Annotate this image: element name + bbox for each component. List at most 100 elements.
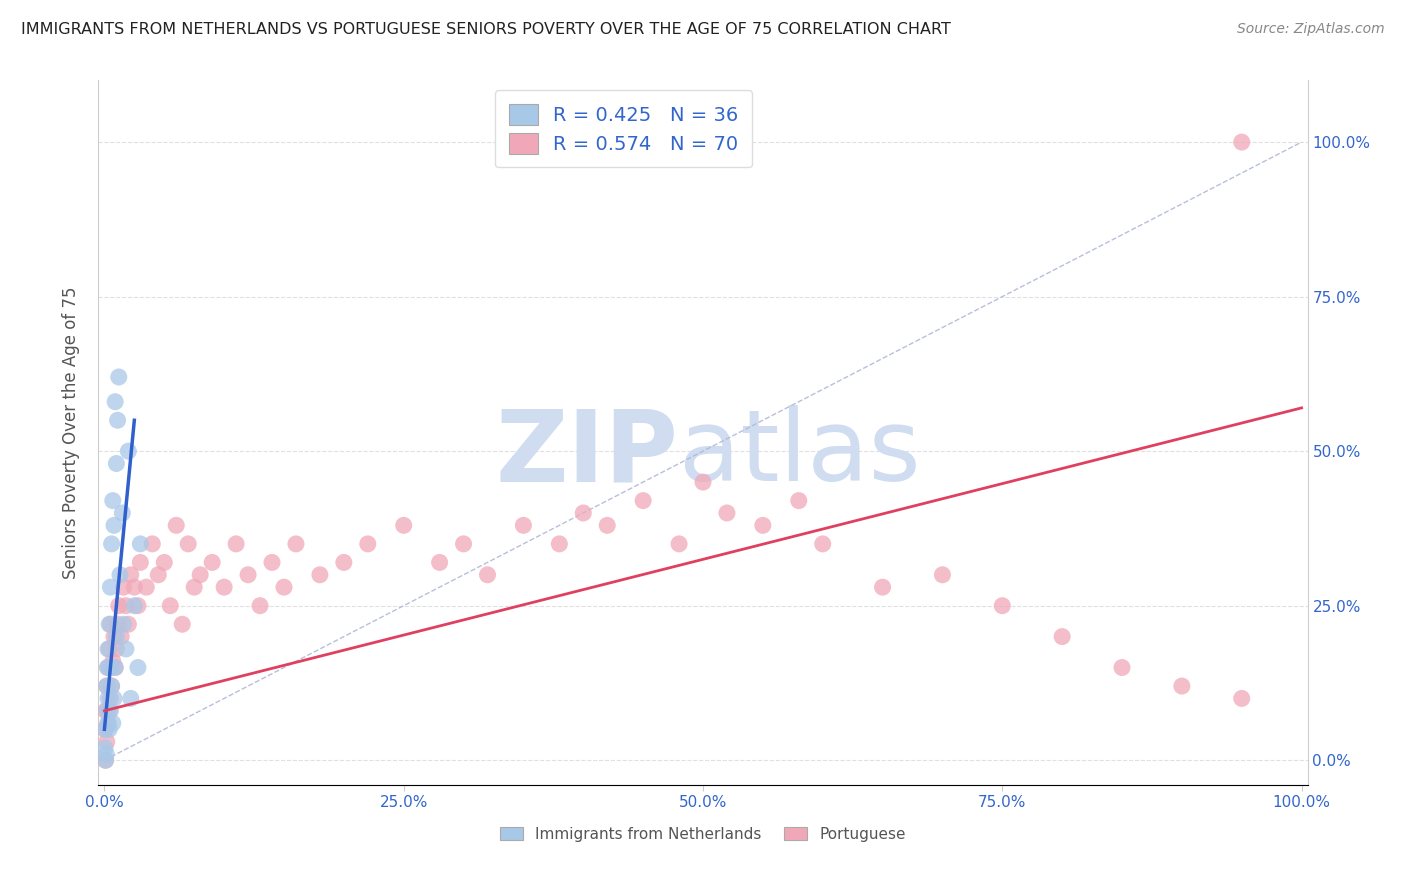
Point bbox=[716, 506, 738, 520]
Point bbox=[94, 704, 117, 718]
Point bbox=[103, 691, 125, 706]
Point bbox=[1171, 679, 1194, 693]
Point bbox=[100, 580, 122, 594]
Point bbox=[100, 660, 122, 674]
Point bbox=[572, 506, 595, 520]
Point bbox=[117, 617, 139, 632]
Point bbox=[98, 704, 121, 718]
Point bbox=[357, 537, 380, 551]
Point bbox=[111, 506, 134, 520]
Point bbox=[188, 567, 211, 582]
Point bbox=[97, 716, 120, 731]
Point bbox=[97, 691, 120, 706]
Point bbox=[127, 599, 149, 613]
Point bbox=[104, 394, 127, 409]
Point bbox=[98, 617, 121, 632]
Point bbox=[100, 617, 122, 632]
Point bbox=[108, 567, 131, 582]
Point bbox=[115, 642, 138, 657]
Point bbox=[105, 642, 128, 657]
Text: Source: ZipAtlas.com: Source: ZipAtlas.com bbox=[1237, 22, 1385, 37]
Point bbox=[100, 691, 122, 706]
Point bbox=[96, 747, 118, 761]
Point bbox=[101, 493, 124, 508]
Point bbox=[752, 518, 775, 533]
Point bbox=[1230, 691, 1253, 706]
Point bbox=[117, 444, 139, 458]
Point bbox=[127, 660, 149, 674]
Point bbox=[183, 580, 205, 594]
Point bbox=[100, 679, 122, 693]
Point bbox=[453, 537, 475, 551]
Point bbox=[429, 556, 451, 570]
Point bbox=[135, 580, 157, 594]
Text: ZIP: ZIP bbox=[496, 405, 679, 502]
Point bbox=[811, 537, 834, 551]
Point bbox=[1230, 135, 1253, 149]
Point bbox=[392, 518, 415, 533]
Point bbox=[872, 580, 894, 594]
Point bbox=[165, 518, 187, 533]
Point bbox=[96, 660, 118, 674]
Point bbox=[96, 679, 118, 693]
Point bbox=[201, 556, 224, 570]
Point bbox=[104, 660, 127, 674]
Point bbox=[107, 617, 129, 632]
Point bbox=[110, 630, 132, 644]
Point bbox=[512, 518, 534, 533]
Point bbox=[284, 537, 307, 551]
Point bbox=[97, 660, 120, 674]
Point bbox=[1111, 660, 1133, 674]
Point bbox=[236, 567, 259, 582]
Point bbox=[96, 679, 118, 693]
Point bbox=[105, 457, 128, 471]
Point bbox=[98, 642, 121, 657]
Point bbox=[104, 660, 127, 674]
Legend: Immigrants from Netherlands, Portuguese: Immigrants from Netherlands, Portuguese bbox=[494, 821, 912, 847]
Point bbox=[97, 716, 120, 731]
Point bbox=[112, 580, 135, 594]
Point bbox=[477, 567, 499, 582]
Point bbox=[100, 704, 122, 718]
Point bbox=[97, 642, 120, 657]
Point bbox=[931, 567, 953, 582]
Point bbox=[100, 679, 122, 693]
Point bbox=[177, 537, 200, 551]
Point bbox=[105, 630, 128, 644]
Point bbox=[333, 556, 356, 570]
Point bbox=[668, 537, 690, 551]
Point bbox=[273, 580, 295, 594]
Point bbox=[98, 723, 121, 737]
Point bbox=[225, 537, 247, 551]
Point bbox=[548, 537, 571, 551]
Point bbox=[107, 370, 129, 384]
Text: IMMIGRANTS FROM NETHERLANDS VS PORTUGUESE SENIORS POVERTY OVER THE AGE OF 75 COR: IMMIGRANTS FROM NETHERLANDS VS PORTUGUES… bbox=[21, 22, 950, 37]
Point bbox=[249, 599, 271, 613]
Point bbox=[94, 753, 117, 767]
Point bbox=[94, 723, 117, 737]
Point bbox=[96, 734, 118, 748]
Point bbox=[101, 716, 124, 731]
Y-axis label: Seniors Poverty Over the Age of 75: Seniors Poverty Over the Age of 75 bbox=[62, 286, 80, 579]
Point bbox=[120, 567, 142, 582]
Point bbox=[787, 493, 810, 508]
Point bbox=[107, 413, 129, 427]
Point bbox=[129, 537, 152, 551]
Point bbox=[112, 617, 135, 632]
Point bbox=[692, 475, 714, 489]
Point bbox=[101, 654, 124, 668]
Point bbox=[120, 691, 142, 706]
Point bbox=[100, 537, 122, 551]
Point bbox=[107, 599, 129, 613]
Point bbox=[141, 537, 163, 551]
Point bbox=[596, 518, 619, 533]
Point bbox=[94, 723, 117, 737]
Point bbox=[124, 580, 146, 594]
Point bbox=[212, 580, 235, 594]
Point bbox=[631, 493, 654, 508]
Point bbox=[1050, 630, 1073, 644]
Text: atlas: atlas bbox=[679, 405, 921, 502]
Point bbox=[172, 617, 194, 632]
Point bbox=[991, 599, 1014, 613]
Point bbox=[94, 740, 117, 755]
